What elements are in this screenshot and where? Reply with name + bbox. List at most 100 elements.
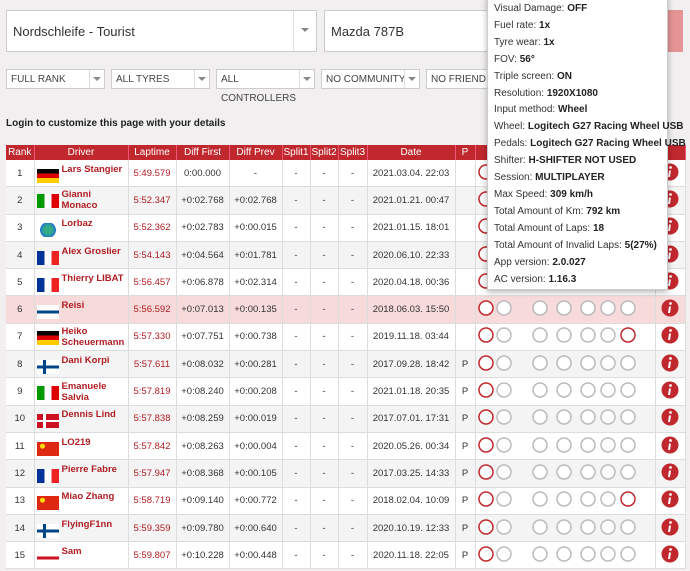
icons-cell — [475, 541, 656, 570]
info-icon[interactable] — [660, 353, 680, 373]
tooltip-value: OFF — [567, 3, 588, 14]
cell: +0:04.564 — [176, 241, 230, 270]
cell: - — [282, 405, 311, 433]
driver-name[interactable]: Miao Zhang — [61, 491, 115, 503]
cell: +0:00.105 — [229, 459, 283, 488]
track-select[interactable]: Nordschleife - Tourist — [6, 10, 317, 52]
driver-name[interactable]: Dennis Lind — [61, 409, 116, 421]
info-icon[interactable] — [660, 462, 680, 482]
cell: 5:56.457 — [128, 268, 177, 297]
tooltip-label: Shifter: — [494, 155, 526, 167]
info-cell[interactable] — [655, 295, 686, 324]
cell: 2021.01.21. 00:47 — [367, 186, 456, 215]
icons-cell — [475, 323, 656, 352]
setup-icons — [477, 300, 636, 316]
cell: 2017.07.01. 17:31 — [367, 405, 456, 433]
driver-name[interactable]: LO219 — [61, 436, 91, 448]
tooltip-label: Triple screen: — [494, 70, 555, 82]
flag — [36, 194, 59, 209]
driver-name[interactable]: Lars Stangier — [61, 163, 123, 175]
filter-text: ALL TYRES — [116, 74, 170, 85]
cell: 2020.06.10. 22:33 — [367, 241, 456, 270]
info-cell[interactable] — [655, 323, 686, 352]
driver-name[interactable]: Emanuele Salvia — [61, 380, 107, 403]
driver-name[interactable]: Dani Korpi — [61, 354, 110, 366]
info-cell[interactable] — [655, 350, 686, 379]
info-icon[interactable] — [660, 298, 680, 318]
driver-name[interactable]: Pierre Fabre — [61, 463, 117, 475]
cell: - — [310, 214, 339, 242]
filter-select[interactable]: ALL TYRES — [111, 69, 210, 89]
info-icon[interactable] — [660, 544, 680, 564]
cell: 5:49.579 — [128, 160, 177, 188]
filter-text: NO FRIEND — [431, 74, 486, 85]
cell: - — [282, 459, 311, 488]
cell: - — [338, 541, 368, 570]
info-cell[interactable] — [655, 377, 686, 406]
info-icon[interactable] — [660, 407, 680, 427]
tooltip-label: Wheel: — [494, 121, 526, 133]
login-text[interactable]: Login to customize this page with your d… — [6, 118, 226, 129]
cell — [455, 241, 476, 270]
filter-select[interactable]: NO COMMUNITY — [321, 69, 420, 89]
info-cell[interactable] — [655, 459, 686, 488]
cell: - — [282, 514, 311, 543]
cell: - — [282, 214, 311, 242]
info-icon[interactable] — [660, 489, 680, 509]
cell: 2018.06.03. 15:50 — [367, 295, 456, 324]
info-cell[interactable] — [655, 541, 686, 570]
driver-name[interactable]: Reisi — [61, 300, 85, 312]
info-icon[interactable] — [660, 325, 680, 345]
driver-cell: Heiko Scheuermann — [34, 323, 129, 352]
cell: 0:00.000 — [176, 160, 230, 188]
tooltip-line: AC version: 1.16.3 — [494, 272, 661, 289]
setup-icons — [477, 409, 636, 426]
driver-cell: FlyingF1nn — [34, 514, 129, 543]
driver-name[interactable]: Lorbaz — [61, 218, 93, 230]
driver-name[interactable]: Thierry LIBAT — [61, 272, 124, 284]
table-row: 11 LO219 5:57.842 +0:08.263 +0:00.004- - -2020… — [6, 432, 686, 461]
info-icon[interactable] — [660, 435, 680, 455]
icons-cell — [475, 350, 656, 379]
driver-cell: Sam — [34, 541, 129, 570]
info-icon[interactable] — [660, 517, 680, 537]
driver-cell: Dennis Lind — [34, 405, 129, 433]
driver-name[interactable]: Sam — [61, 545, 82, 557]
cell: - — [338, 432, 368, 461]
driver-name[interactable]: Gianni Monaco — [61, 189, 98, 212]
driver-name[interactable]: Alex Groslier — [61, 245, 121, 257]
cell: +0:01.781 — [229, 241, 283, 270]
cell — [455, 160, 476, 188]
driver-name[interactable]: FlyingF1nn — [61, 518, 113, 530]
cell: - — [282, 377, 311, 406]
tooltip-line: FOV: 56° — [494, 52, 661, 69]
car-select[interactable]: Mazda 787B — [324, 10, 499, 52]
cell: +0:06.878 — [176, 268, 230, 297]
cell: - — [338, 214, 368, 242]
table-row: 13 Miao Zhang 5:58.719 +0:09.140 +0:00.772- -… — [6, 487, 686, 515]
info-cell[interactable] — [655, 405, 686, 433]
cell: - — [282, 268, 311, 297]
cell: 5:52.347 — [128, 186, 177, 215]
cell: 5:57.947 — [128, 459, 177, 488]
tooltip-line: Tyre wear: 1x — [494, 35, 661, 52]
tooltip-line: Resolution: 1920X1080 — [494, 86, 661, 103]
filter-select[interactable]: FULL RANK — [6, 69, 105, 89]
info-cell[interactable] — [655, 487, 686, 515]
cell: 2017.09.28. 18:42 — [367, 350, 456, 379]
filter-select[interactable]: ALL CONTROLLERS — [216, 69, 315, 104]
cell: 5:56.592 — [128, 295, 177, 324]
info-cell[interactable] — [655, 514, 686, 543]
track-text: Nordschleife - Tourist — [13, 24, 135, 39]
tooltip-line: Visual Damage: OFF — [494, 1, 661, 18]
info-cell[interactable] — [655, 432, 686, 461]
cell: - — [310, 186, 339, 215]
cell: +0:00.004 — [229, 432, 283, 461]
info-icon[interactable] — [660, 380, 680, 400]
column-header: Split2 — [310, 145, 339, 160]
cell: - — [310, 160, 339, 188]
driver-name[interactable]: Heiko Scheuermann — [61, 325, 125, 348]
tooltip-label: Tyre wear: — [494, 36, 541, 48]
cell: +0:07.751 — [176, 323, 230, 352]
